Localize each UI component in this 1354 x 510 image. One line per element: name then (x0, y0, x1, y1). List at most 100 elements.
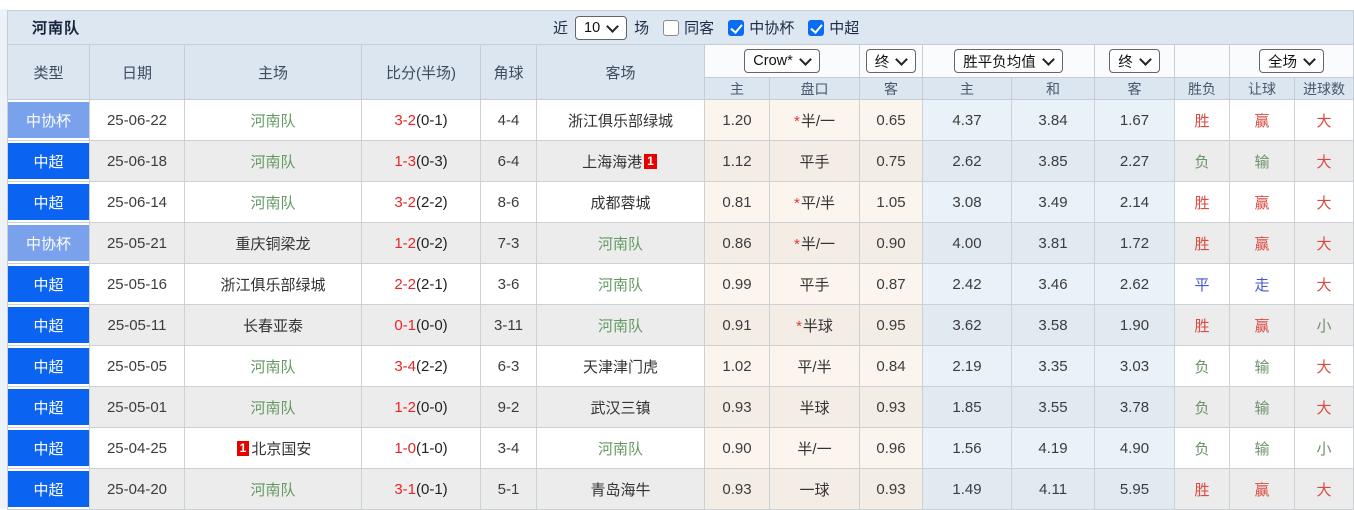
bookmaker-state-select[interactable]: 终 (865, 49, 917, 73)
col-header-type: 类型 (7, 44, 90, 100)
match-type-cell: 中超 (7, 263, 90, 305)
team-name[interactable]: 河南队 (597, 235, 643, 253)
score-cell: 1-2(0-0) (361, 386, 481, 428)
avg-lose-odds: 5.95 (1094, 468, 1176, 510)
team-name[interactable]: 重庆铜梁龙 (235, 235, 311, 253)
home-team-cell: 河南队 (184, 99, 362, 141)
league-checkbox[interactable] (808, 19, 825, 36)
team-name[interactable]: 浙江俱乐部绿城 (220, 276, 326, 294)
average-state-header-cell: 终 (1094, 44, 1176, 78)
team-name[interactable]: 北京国安 (251, 440, 312, 458)
away-team-cell: 浙江俱乐部绿城 (536, 99, 705, 141)
avg-lose-odds: 2.14 (1094, 181, 1176, 223)
handicap-text: 半/一 (800, 235, 836, 253)
team-name[interactable]: 河南队 (250, 399, 296, 417)
corner-cell: 3-6 (480, 263, 537, 305)
team-name[interactable]: 河南队 (250, 112, 296, 130)
result-handicap-cell: 赢 (1229, 99, 1296, 141)
subheader-avg-win: 主 (922, 77, 1013, 100)
same-away-checkbox[interactable] (663, 19, 680, 36)
chevron-down-icon (798, 53, 812, 66)
table-row: 中超 25-04-25 1 北京国安 1-0(1-0) 3-4 河南队 0.90 半/一 0.96… (7, 427, 1354, 469)
team-name[interactable]: 成都蓉城 (590, 194, 651, 212)
star-icon: * (794, 112, 800, 130)
rank-badge: 1 (236, 440, 250, 456)
result-wdl-cell: 胜 (1174, 181, 1231, 223)
home-team-cell: 河南队 (184, 386, 362, 428)
team-name[interactable]: 武汉三镇 (590, 399, 651, 417)
average-select[interactable]: 胜平负均值 (954, 49, 1063, 73)
result-goals-cell: 大 (1294, 468, 1354, 510)
handicap-away-odds: 1.05 (859, 181, 924, 223)
league-label: 中超 (829, 20, 860, 37)
corner-cell: 6-3 (480, 345, 537, 387)
avg-win-odds: 4.00 (922, 222, 1013, 264)
avg-win-odds: 2.62 (922, 140, 1013, 182)
result-goals-cell: 小 (1294, 304, 1354, 346)
check-icon (810, 20, 823, 34)
team-name[interactable]: 河南队 (250, 153, 296, 171)
handicap-text: 半/一 (797, 440, 832, 458)
handicap-home-odds: 1.02 (704, 345, 770, 387)
scope-select[interactable]: 全场 (1259, 49, 1325, 73)
home-team-cell: 河南队 (184, 181, 362, 223)
home-team-cell: 1 北京国安 (184, 427, 362, 469)
full-time-score: 3-1 (394, 480, 416, 498)
team-name[interactable]: 青岛海牛 (590, 481, 651, 499)
half-time-score: (1-0) (416, 439, 448, 457)
full-time-score: 1-0 (394, 439, 416, 457)
team-name[interactable]: 长春亚泰 (242, 317, 303, 335)
match-date-cell: 25-06-14 (89, 181, 185, 223)
handicap-home-odds: 0.99 (704, 263, 770, 305)
result-handicap-cell: 赢 (1229, 304, 1296, 346)
team-name[interactable]: 天津津门虎 (582, 358, 658, 376)
result-wdl-cell: 胜 (1174, 222, 1231, 264)
home-team-cell: 河南队 (184, 140, 362, 182)
team-name[interactable]: 河南队 (250, 194, 296, 212)
average-state-select[interactable]: 终 (1109, 49, 1160, 73)
cup-checkbox[interactable] (728, 19, 745, 36)
table-row: 中超 25-05-16 浙江俱乐部绿城 2-2(2-1) 3-6 河南队 0.99 平手 0.8… (7, 263, 1354, 305)
subheader-result-goals: 进球数 (1294, 77, 1354, 100)
team-name[interactable]: 河南队 (250, 358, 296, 376)
full-time-score: 1-2 (394, 398, 416, 416)
result-goals-cell: 小 (1294, 427, 1354, 469)
handicap-text: 平手 (799, 276, 830, 294)
col-header-home: 主场 (184, 44, 362, 100)
team-name[interactable]: 上海海港 (582, 153, 643, 171)
away-team-cell: 天津津门虎 (536, 345, 705, 387)
result-goals-cell: 大 (1294, 181, 1354, 223)
bookmaker-select[interactable]: Crow* (744, 49, 820, 73)
team-name[interactable]: 河南队 (597, 440, 643, 458)
half-time-score: (2-2) (416, 357, 448, 375)
team-name[interactable]: 河南队 (597, 317, 643, 335)
recent-count-value: 10 (584, 19, 601, 36)
score-cell: 0-1(0-0) (361, 304, 481, 346)
score-cell: 2-2(2-1) (361, 263, 481, 305)
match-date-cell: 25-04-25 (89, 427, 185, 469)
score-cell: 1-0(1-0) (361, 427, 481, 469)
avg-win-odds: 4.37 (922, 99, 1013, 141)
handicap-line-cell: 一球 (768, 468, 861, 510)
result-handicap-cell: 赢 (1229, 181, 1296, 223)
handicap-away-odds: 0.90 (859, 222, 924, 264)
recent-count-select[interactable]: 10 (575, 15, 628, 40)
away-team-cell: 河南队 (536, 263, 705, 305)
star-icon: * (794, 235, 800, 253)
avg-draw-odds: 4.11 (1011, 468, 1096, 510)
handicap-line-cell: 平手 (768, 140, 861, 182)
avg-lose-odds: 1.67 (1094, 99, 1176, 141)
avg-lose-odds: 2.27 (1094, 140, 1176, 182)
chevron-down-icon (606, 19, 620, 33)
result-wdl-cell: 负 (1174, 140, 1231, 182)
corner-cell: 5-1 (480, 468, 537, 510)
half-time-score: (0-1) (416, 111, 448, 129)
match-date-cell: 25-05-11 (89, 304, 185, 346)
match-date-cell: 25-05-16 (89, 263, 185, 305)
chevron-down-icon (1303, 53, 1316, 66)
score-cell: 1-2(0-2) (361, 222, 481, 264)
result-handicap-cell: 输 (1229, 427, 1296, 469)
team-name[interactable]: 浙江俱乐部绿城 (567, 112, 673, 130)
team-name[interactable]: 河南队 (250, 481, 296, 499)
team-name[interactable]: 河南队 (597, 276, 643, 294)
